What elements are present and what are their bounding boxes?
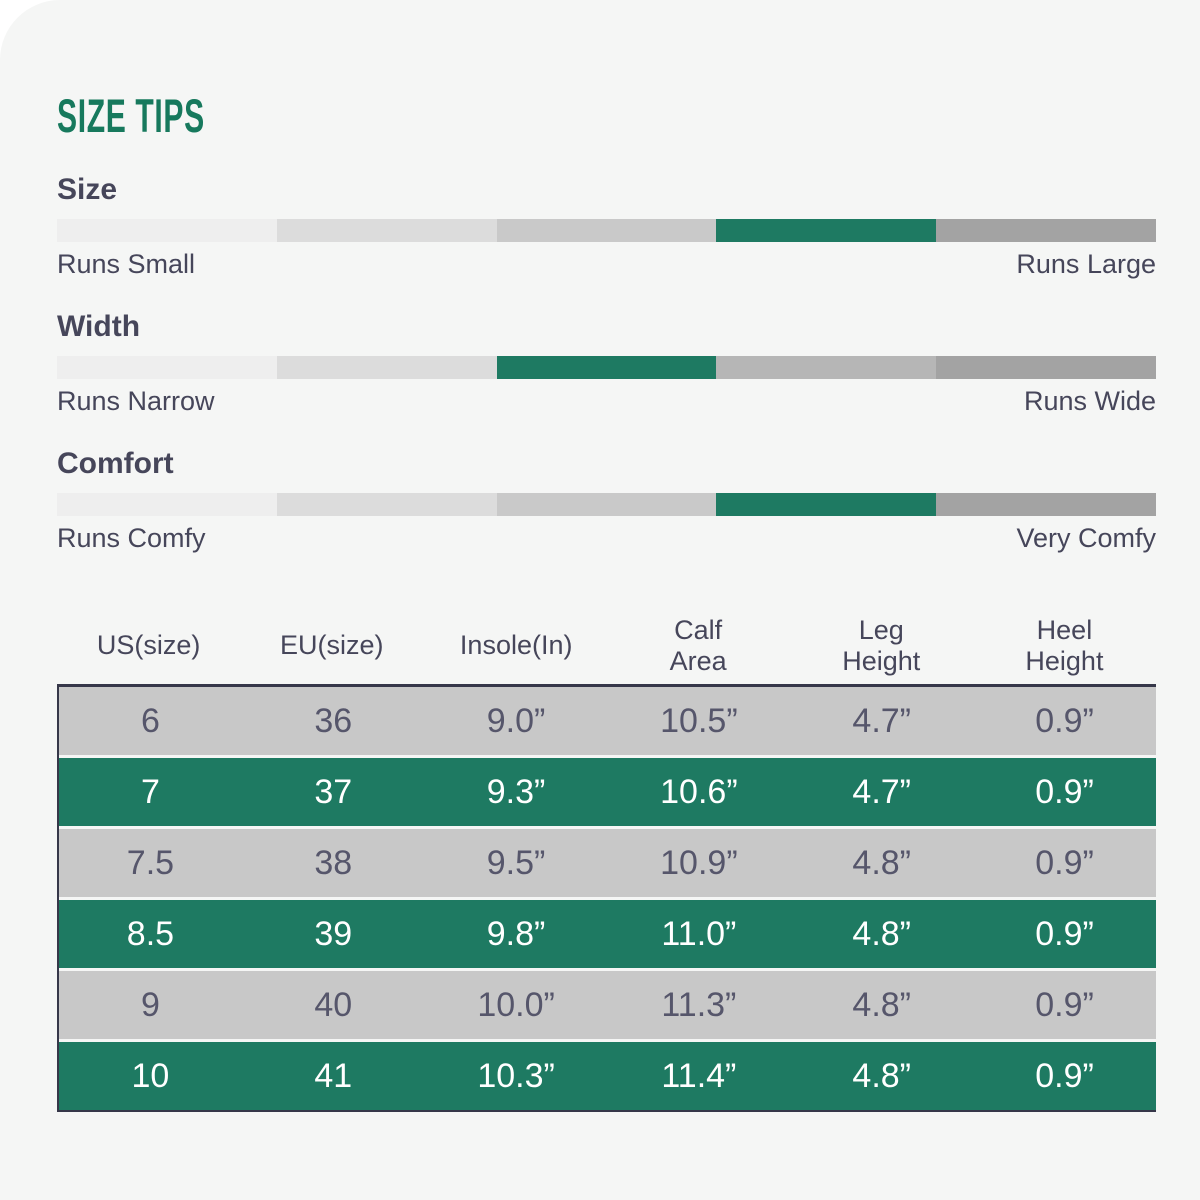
table-row: 7.5 38 9.5” 10.9” 4.8” 0.9” (59, 829, 1156, 897)
table-cell: 40 (314, 985, 353, 1024)
column-header-heel-height: Heel Height (1025, 614, 1104, 676)
table-cell: 10.0” (477, 985, 555, 1024)
page-title: SIZE TIPS (57, 89, 205, 142)
column-header-eu-size: EU(size) (280, 630, 384, 661)
table-cell: 9.5” (486, 843, 546, 882)
table-cell: 4.7” (852, 772, 912, 811)
slider-segment-active (716, 219, 937, 242)
column-header-us-size: US(size) (96, 630, 201, 661)
table-row: 6 36 9.0” 10.5” 4.7” 0.9” (59, 687, 1156, 755)
slider-section-size: Size Runs Small Runs Large (57, 173, 1156, 280)
table-cell: 4.8” (852, 914, 912, 953)
column-header-insole: Insole(In) (459, 630, 573, 661)
table-cell: 10.3” (477, 1056, 555, 1095)
slider-end-labels: Runs Small Runs Large (57, 249, 1156, 280)
table-cell: 37 (314, 772, 353, 811)
slider-segment (496, 219, 717, 242)
slider-end-labels: Runs Narrow Runs Wide (57, 386, 1156, 417)
table-cell: 10.6” (660, 772, 738, 811)
table-cell: 11.4” (661, 1056, 737, 1095)
slider-label-width: Width (57, 310, 141, 343)
table-cell: 39 (314, 914, 353, 953)
table-cell: 7 (140, 772, 160, 811)
column-header-leg-height: Leg Height (842, 614, 921, 676)
table-cell: 0.9” (1035, 701, 1094, 740)
slider-bar-size (57, 219, 1156, 242)
slider-segment-active (716, 493, 937, 516)
slider-bar-width (57, 356, 1156, 379)
slider-end-labels: Runs Comfy Very Comfy (57, 523, 1156, 554)
column-header-calf-area: Calf Area (669, 614, 727, 676)
table-cell: 0.9” (1035, 985, 1094, 1024)
slider-right-label: Very Comfy (1016, 523, 1156, 553)
slider-segment (276, 219, 497, 242)
slider-label-comfort: Comfort (57, 447, 174, 480)
slider-left-label: Runs Comfy (57, 523, 206, 553)
table-row: 10 41 10.3” 11.4” 4.8” 0.9” (59, 1042, 1156, 1110)
table-cell: 36 (314, 701, 353, 740)
slider-section-width: Width Runs Narrow Runs Wide (57, 310, 1156, 417)
table-cell: 9.8” (486, 914, 546, 953)
slider-bar-comfort (57, 493, 1156, 516)
table-cell: 0.9” (1035, 843, 1094, 882)
table-cell: 4.8” (852, 843, 912, 882)
slider-segment (936, 356, 1156, 379)
table-cell: 0.9” (1035, 1056, 1094, 1095)
table-cell: 9 (140, 985, 160, 1024)
slider-segment (936, 219, 1156, 242)
table-cell: 11.0” (661, 914, 737, 953)
table-row: 9 40 10.0” 11.3” 4.8” 0.9” (59, 971, 1156, 1039)
slider-label-size: Size (57, 173, 118, 206)
slider-segment (57, 219, 277, 242)
table-header-row: US(size) EU(size) Insole(In) Calf Area L… (57, 614, 1156, 684)
table-body: 6 36 9.0” 10.5” 4.7” 0.9” 7 37 9.3” 10.6… (57, 684, 1156, 1112)
slider-segment-active (496, 356, 717, 379)
table-cell: 41 (314, 1056, 353, 1095)
table-cell: 0.9” (1035, 914, 1094, 953)
table-cell: 9.3” (486, 772, 546, 811)
slider-segment (716, 356, 937, 379)
table-cell: 10.9” (660, 843, 738, 882)
slider-section-comfort: Comfort Runs Comfy Very Comfy (57, 447, 1156, 554)
table-cell: 7.5 (126, 843, 175, 882)
table-cell: 8.5 (126, 914, 175, 953)
table-cell: 9.0” (486, 701, 546, 740)
slider-left-label: Runs Narrow (57, 386, 215, 416)
slider-segment (276, 493, 497, 516)
table-row: 8.5 39 9.8” 11.0” 4.8” 0.9” (59, 900, 1156, 968)
table-cell: 11.3” (661, 985, 737, 1024)
slider-segment (57, 356, 277, 379)
slider-right-label: Runs Wide (1023, 386, 1156, 416)
slider-segment (936, 493, 1156, 516)
table-cell: 0.9” (1035, 772, 1094, 811)
slider-segment (57, 493, 277, 516)
table-row: 7 37 9.3” 10.6” 4.7” 0.9” (59, 758, 1156, 826)
size-tips-content: SIZE TIPS Size Runs Small Runs Large Wid… (57, 89, 1156, 1112)
table-cell: 4.7” (852, 701, 912, 740)
slider-left-label: Runs Small (57, 249, 196, 279)
slider-right-label: Runs Large (1016, 249, 1156, 279)
table-cell: 6 (140, 701, 160, 740)
table-cell: 4.8” (852, 985, 912, 1024)
table-cell: 4.8” (852, 1056, 912, 1095)
slider-segment (496, 493, 717, 516)
size-chart-table: US(size) EU(size) Insole(In) Calf Area L… (57, 614, 1156, 1112)
table-cell: 38 (314, 843, 353, 882)
table-cell: 10 (131, 1056, 170, 1095)
slider-segment (276, 356, 497, 379)
table-cell: 10.5” (660, 701, 738, 740)
